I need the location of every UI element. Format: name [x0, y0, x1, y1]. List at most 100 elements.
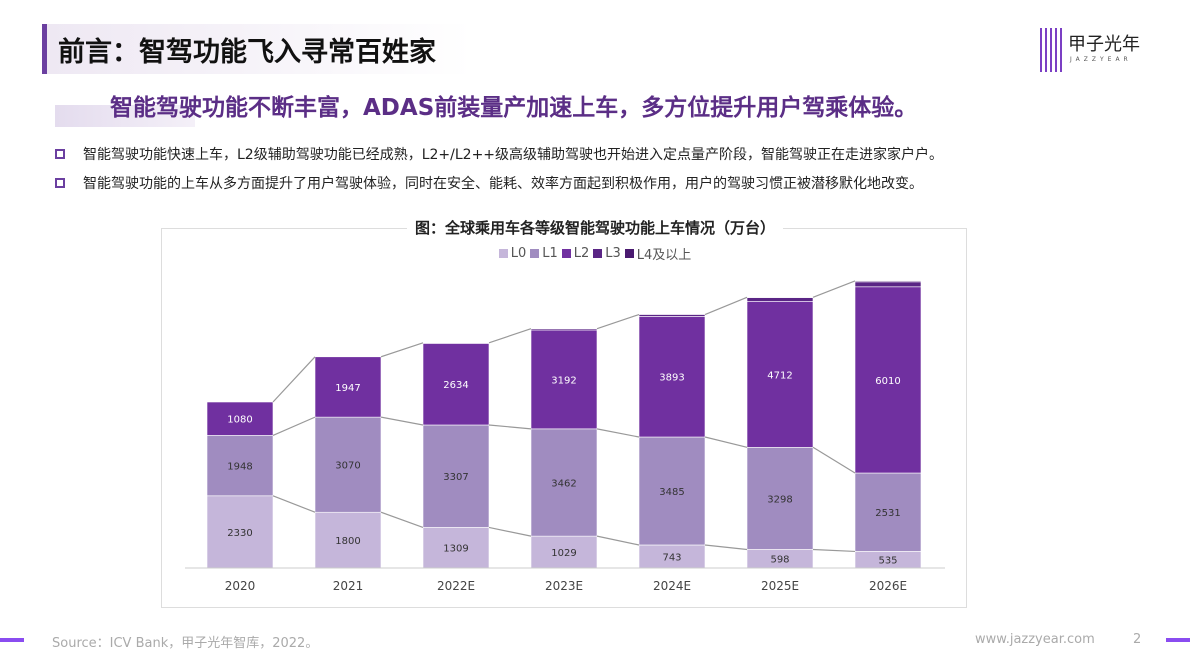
legend-swatch	[593, 249, 603, 258]
bar-segment-L3	[530, 328, 598, 331]
series-connector-line	[704, 436, 748, 448]
series-connector-line	[380, 416, 424, 426]
legend-label: L3	[605, 246, 621, 261]
data-label: 3298	[767, 494, 792, 505]
bar-segment-L1	[422, 424, 490, 528]
footer-url[interactable]: www.jazzyear.com	[975, 632, 1095, 647]
bar-segment-L0	[206, 495, 274, 569]
series-connector-line	[488, 328, 532, 344]
bar-segment-L2	[746, 301, 814, 448]
series-connector-line	[812, 548, 856, 553]
data-label: 2531	[875, 508, 900, 519]
series-connector-line	[272, 356, 316, 403]
legend-item: L4及以上	[624, 244, 691, 263]
series-connector-line	[596, 428, 640, 438]
x-tick-label: 2021	[333, 579, 364, 593]
bullet-text: 智能驾驶功能的上车从多方面提升了用户驾驶体验，同时在安全、能耗、效率方面起到积极…	[83, 176, 923, 192]
bar-segment-L1	[530, 428, 598, 537]
data-label: 2330	[227, 528, 252, 539]
bar-segment-L3	[638, 314, 706, 317]
legend-label: L0	[510, 246, 527, 261]
bar-segment-L1	[206, 435, 274, 497]
footer-accent	[1166, 638, 1190, 642]
bar-segment-L3	[746, 297, 814, 302]
series-connector-line	[812, 446, 856, 474]
bar-segment-L2	[206, 401, 274, 436]
bullet-item: 智能驾驶功能的上车从多方面提升了用户驾驶体验，同时在安全、能耗、效率方面起到积极…	[55, 173, 923, 193]
series-connector-line	[380, 511, 424, 529]
bar-segment-L1	[314, 416, 382, 513]
x-tick-label: 2020	[225, 579, 256, 593]
bullet-item: 智能驾驶功能快速上车，L2级辅助驾驶功能已经成熟，L2+/L2++级高级辅助驾驶…	[55, 144, 943, 164]
page-number: 2	[1133, 632, 1142, 647]
legend-item: L3	[593, 246, 621, 261]
bar-segment-L2	[854, 286, 922, 474]
bar-segment-L3	[422, 342, 490, 344]
series-connector-line	[380, 342, 424, 358]
logo-text: 甲子光年	[1068, 34, 1140, 55]
x-tick-label: 2023E	[545, 579, 583, 593]
legend-swatch	[530, 249, 540, 258]
legend-swatch	[561, 249, 571, 258]
chart-title: 图：全球乘用车各等级智能驾驶功能上车情况（万台）	[0, 217, 1190, 238]
bullet-square-icon	[55, 149, 65, 159]
bar-segment-L1	[854, 472, 922, 552]
x-tick-label: 2022E	[437, 579, 475, 593]
x-tick-label: 2026E	[869, 579, 907, 593]
bar-segment-L4及以上	[854, 280, 922, 283]
subtitle: 智能驾驶功能不断丰富，ADAS前装量产加速上车，多方位提升用户驾乘体验。	[110, 95, 918, 121]
data-label: 598	[770, 555, 789, 566]
data-label: 3192	[551, 375, 576, 386]
bar-segment-L1	[746, 446, 814, 550]
bar-segment-L2	[638, 316, 706, 438]
legend-label: L2	[573, 246, 590, 261]
series-connector-line	[596, 313, 640, 330]
data-label: 1029	[551, 548, 576, 559]
x-tick-label: 2024E	[653, 579, 691, 593]
data-label: 1947	[335, 383, 360, 394]
data-label: 6010	[875, 376, 900, 387]
series-connector-line	[488, 424, 532, 430]
bar-segment-L0	[530, 535, 598, 569]
bullet-text: 智能驾驶功能快速上车，L2级辅助驾驶功能已经成熟，L2+/L2++级高级辅助驾驶…	[83, 147, 944, 163]
legend-item: L2	[561, 246, 590, 261]
page-title: 前言：智驾功能飞入寻常百姓家	[58, 37, 436, 68]
bullet-square-icon	[55, 178, 65, 188]
bar-segment-L0	[314, 511, 382, 569]
logo-text-en: JAZZYEAR	[1070, 56, 1132, 63]
data-label: 3485	[659, 487, 684, 498]
bar-segment-L2	[422, 343, 490, 426]
data-label: 3070	[335, 461, 360, 472]
data-label: 4712	[767, 370, 792, 381]
data-label: 1309	[443, 544, 468, 555]
series-connector-line	[272, 495, 316, 513]
data-label: 2634	[443, 380, 468, 391]
series-connector-line	[704, 296, 748, 316]
chart-legend: L0 L1 L2 L3 L4及以上	[0, 244, 1190, 263]
legend-item: L0	[498, 246, 527, 261]
data-label: 3307	[443, 472, 468, 483]
data-label: 535	[878, 556, 897, 567]
data-label: 743	[662, 552, 681, 563]
bar-segment-L3	[854, 281, 922, 288]
subtitle-decoration	[55, 105, 195, 127]
legend-swatch	[624, 249, 634, 258]
series-connector-line	[704, 544, 748, 551]
logo: 甲子光年 JAZZYEAR	[1040, 28, 1160, 73]
bar-segment-L0	[422, 527, 490, 569]
series-connector-line	[272, 416, 316, 437]
footer-accent	[0, 638, 24, 642]
data-label: 1800	[335, 536, 360, 547]
bar-segment-L2	[314, 356, 382, 418]
data-label: 3462	[551, 478, 576, 489]
footer-source: Source：ICV Bank，甲子光年智库，2022。	[52, 636, 319, 651]
series-connector-line	[812, 280, 856, 298]
title-bar	[42, 24, 472, 74]
data-label: 1080	[227, 415, 252, 426]
data-label: 1948	[227, 462, 252, 473]
x-tick-label: 2025E	[761, 579, 799, 593]
legend-swatch	[498, 249, 508, 258]
legend-label: L1	[542, 246, 558, 261]
series-connector-line	[488, 526, 532, 537]
